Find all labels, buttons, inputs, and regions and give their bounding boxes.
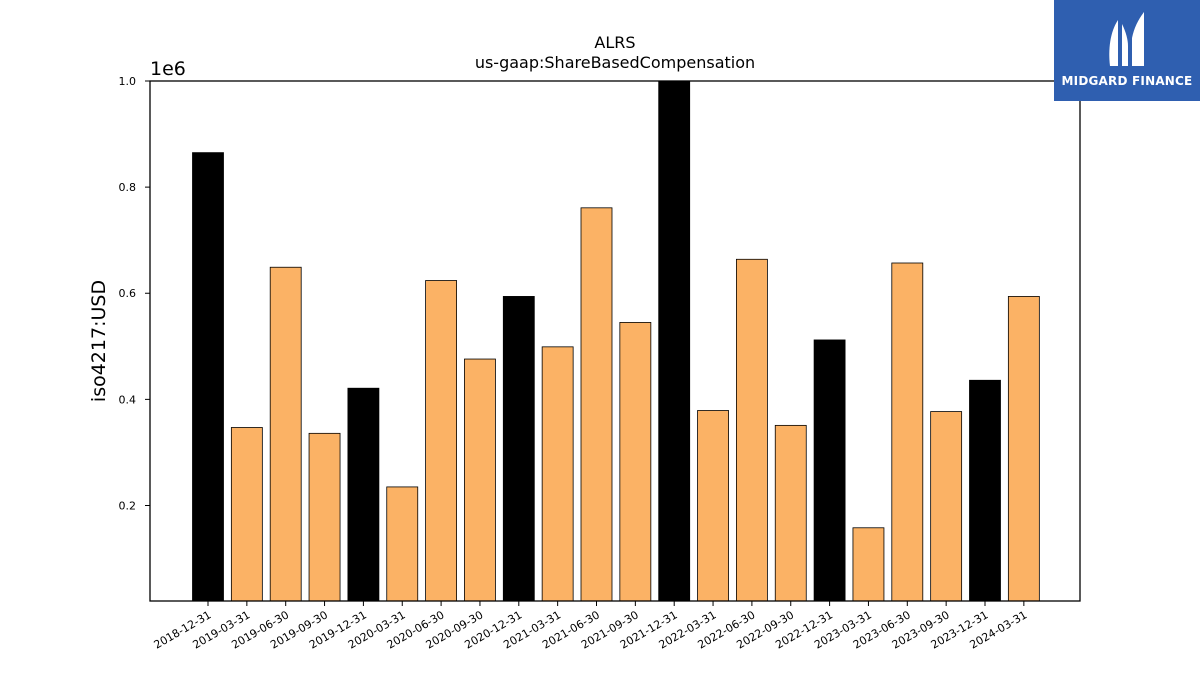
y-ticks-group: 0.2 0.4 0.6 0.8 1.0 (119, 75, 150, 512)
bar-2022-06-30 (736, 258, 768, 602)
bar-2021-12-31 (658, 80, 691, 602)
logo-mark-icon (1109, 12, 1144, 66)
chart-subtitle: us-gaap:ShareBasedCompensation (475, 53, 755, 72)
bar-2021-09-30 (619, 322, 652, 602)
bar-2023-09-30 (930, 411, 963, 602)
bar-2019-12-31 (347, 387, 380, 602)
y-tick-label: 0.2 (119, 499, 137, 512)
chart-title: ALRS (594, 33, 635, 52)
bar-2022-09-30 (774, 424, 807, 602)
y-scale-label: 1e6 (150, 58, 186, 80)
logo-text: MIDGARD FINANCE (1061, 74, 1193, 88)
bar-2022-03-31 (697, 410, 729, 602)
y-tick-label: 0.4 (119, 393, 137, 406)
y-tick-label: 0.6 (119, 287, 137, 300)
bar-2021-03-31 (541, 346, 574, 602)
bar-2020-03-31 (386, 486, 419, 602)
bar-2018-12-31 (192, 152, 224, 602)
bar-2020-09-30 (464, 358, 496, 602)
brand-logo: MIDGARD FINANCE (1054, 0, 1200, 101)
bar-2023-06-30 (891, 262, 924, 602)
bar-2021-06-30 (580, 207, 613, 602)
bar-2019-09-30 (308, 432, 341, 602)
bar-2020-06-30 (425, 280, 458, 602)
bars-group (192, 80, 1040, 602)
bar-2024-03-31 (1007, 296, 1040, 602)
bar-2020-12-31 (502, 296, 535, 602)
bar-2022-12-31 (813, 339, 846, 602)
bar-2023-03-31 (852, 527, 885, 602)
bar-2019-03-31 (230, 427, 263, 602)
bar-2019-06-30 (269, 266, 302, 602)
y-axis-label: iso4217:USD (88, 280, 110, 402)
x-ticks-group: 2018-12-312019-03-312019-06-302019-09-30… (152, 601, 1029, 652)
y-tick-label: 0.8 (119, 181, 137, 194)
plot-frame (149, 80, 1081, 602)
y-tick-label: 1.0 (119, 75, 137, 88)
bar-2023-12-31 (969, 379, 1001, 602)
